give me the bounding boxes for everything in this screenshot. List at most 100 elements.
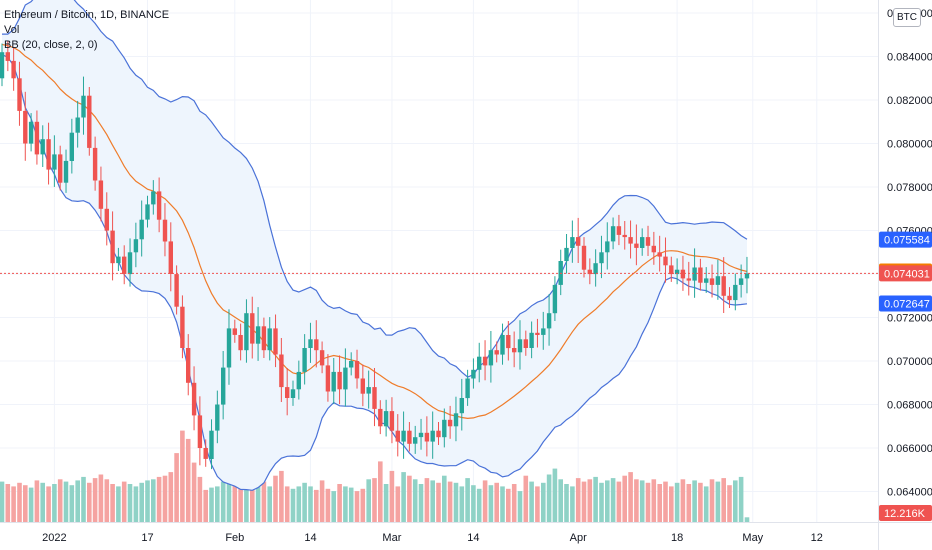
volume-bar (23, 485, 28, 522)
time-tick-label: Feb (225, 532, 244, 544)
candle-body (349, 361, 354, 368)
volume-bar (692, 480, 697, 522)
currency-button[interactable]: BTC (893, 8, 921, 27)
candle-body (279, 354, 284, 388)
volume-bar (599, 482, 604, 522)
volume-bar (133, 486, 139, 522)
volume-bar (343, 486, 348, 522)
candle-body (122, 256, 127, 274)
volume-bar (151, 479, 156, 523)
candle-body (552, 284, 558, 314)
volume-bar (98, 474, 104, 522)
candle-body (378, 408, 383, 427)
volume-bar (366, 479, 371, 523)
candle-body (692, 267, 697, 281)
candle-body (727, 295, 732, 301)
volume-bar (180, 430, 185, 522)
volume-bar (482, 480, 488, 522)
time-axis[interactable]: 2022 17 Feb 14 Mar 14 Apr 18 May 12 (0, 522, 932, 545)
candle-body (546, 313, 552, 329)
candle-body (46, 139, 51, 170)
candle-body (127, 252, 133, 275)
candle-body (517, 339, 523, 353)
volume-bar (587, 479, 593, 523)
volume-bar (290, 488, 296, 523)
time-tick-label: 14 (467, 532, 479, 544)
volume-indicator-label[interactable]: Vol (4, 24, 20, 36)
volume-bar (453, 482, 459, 522)
volume-bar (215, 486, 220, 522)
candle-body (413, 437, 418, 444)
candle-body (63, 160, 69, 183)
volume-bar (430, 480, 435, 522)
volume-bar (296, 486, 302, 522)
candle-body (680, 269, 686, 279)
volume-bar (197, 476, 203, 522)
candle-body (605, 241, 610, 253)
candle-body (232, 328, 237, 335)
volume-bar (279, 470, 284, 522)
candle-body (407, 430, 412, 444)
candle-body (226, 328, 232, 368)
volume-bar (674, 482, 680, 522)
price-axis[interactable]: 0.0860000.0840000.0820000.0800000.078000… (878, 0, 932, 550)
volume-bar (727, 485, 732, 522)
volume-bar (500, 486, 505, 522)
time-tick-label: May (742, 532, 763, 544)
time-tick-label: 14 (304, 532, 316, 544)
volume-bar (715, 481, 721, 522)
candle-body (686, 278, 691, 281)
bb-upper-badge (879, 231, 932, 248)
price-tick-label: 0.082000 (887, 95, 932, 107)
volume-bar (28, 487, 34, 522)
candle-body (674, 269, 680, 275)
volume-bar (337, 484, 342, 522)
volume-bar (709, 479, 715, 523)
volume-bar (174, 453, 179, 522)
candle-body (698, 267, 703, 283)
volume-bar (255, 484, 261, 522)
volume-bar (523, 475, 529, 522)
bollinger-upper-band (2, 0, 748, 378)
candle-body (343, 367, 348, 390)
volume-bar (645, 482, 651, 522)
candle-body (92, 147, 98, 181)
volume-bar (593, 476, 598, 522)
candle-body (215, 404, 220, 431)
candle-body (424, 432, 430, 442)
volume-bar (63, 481, 69, 522)
candle-body (273, 328, 278, 355)
volume-bar (459, 486, 465, 522)
volume-bar (541, 482, 546, 522)
volume-bar (308, 486, 313, 522)
volume-bar (11, 486, 16, 522)
symbol-title[interactable]: Ethereum / Bitcoin, 1D, BINANCE (4, 9, 170, 21)
candle-body (180, 306, 185, 348)
candle-body (139, 219, 144, 240)
volume-bar (546, 474, 552, 522)
bollinger-indicator-label[interactable]: BB (20, close, 2, 0) (4, 39, 98, 51)
candle-body (87, 95, 92, 148)
candle-body (523, 339, 528, 348)
candle-body (401, 430, 406, 442)
volume-bar (389, 470, 395, 522)
candle-body (663, 256, 668, 266)
volume-bar (680, 479, 686, 523)
volume-bar (273, 475, 278, 522)
volume-bar (383, 484, 389, 522)
price-tick-label: 0.080000 (887, 139, 932, 151)
candle-body (28, 121, 34, 144)
volume-bar (535, 486, 540, 522)
candle-body (162, 219, 168, 242)
volume-bar (657, 484, 662, 522)
candle-body (209, 430, 214, 459)
volume-bar (651, 479, 657, 523)
candle-body (11, 60, 16, 79)
candle-body (285, 387, 290, 398)
candle-body (203, 448, 208, 459)
volume-bar (558, 479, 563, 523)
candle-body (255, 326, 261, 344)
volume-bar (127, 484, 133, 522)
bb-upper-badge-label: 0.075584 (884, 235, 930, 247)
